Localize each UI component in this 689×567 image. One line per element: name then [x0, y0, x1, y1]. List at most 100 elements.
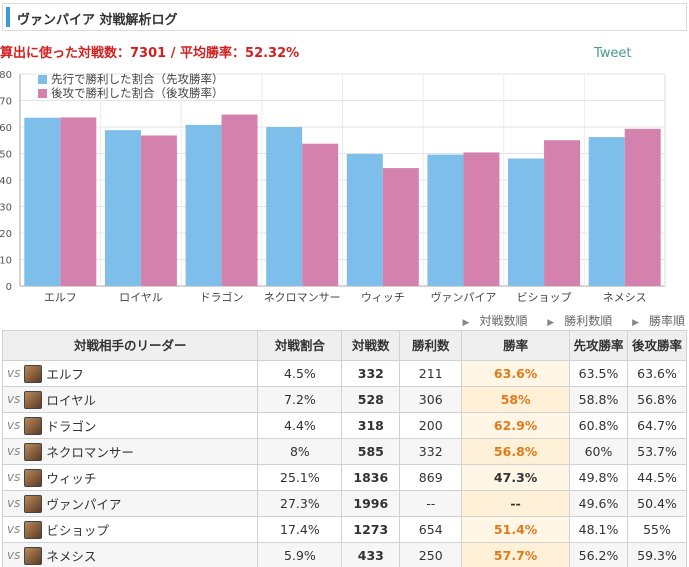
win-rate-chart: 0 10 20 30 40 50 60 70 80 エルフ ロイヤル ドラゴン ネクロマンサー ウィッチ ヴ…: [0, 64, 689, 310]
bar-first: [427, 154, 464, 286]
wins-cell: 200: [399, 412, 463, 439]
bar-first: [24, 117, 61, 286]
leader-name: ビショップ: [46, 523, 109, 538]
share-cell: 8%: [257, 438, 343, 465]
games-cell: 433: [341, 542, 401, 567]
sort-by-wins-link[interactable]: ▶ 勝利数順: [539, 314, 612, 328]
table-row: vs ロイヤル 7.2% 528 306 58% 58.8% 56.8%: [1, 386, 688, 413]
bar-first: [104, 130, 141, 286]
rate-value: 52.32%: [245, 46, 300, 61]
table-row: vs ウィッチ 25.1% 1836 869 47.3% 49.8% 44.5%: [1, 464, 688, 491]
y-tick-label: 20: [0, 229, 12, 240]
wins-cell: 306: [399, 386, 463, 413]
leader-name: ヴァンパイア: [46, 497, 122, 512]
leader-cell: vs ビショップ: [1, 516, 259, 543]
leader-cell: vs ヴァンパイア: [1, 490, 259, 517]
second-rate-cell: 64.7%: [626, 412, 688, 439]
leader-name: ネメシス: [46, 549, 97, 564]
share-cell: 25.1%: [257, 464, 343, 491]
col-leader[interactable]: 対戦相手のリーダー: [1, 330, 259, 361]
bar-second: [60, 117, 97, 287]
first-rate-cell: 58.8%: [569, 386, 628, 413]
vs-label: vs: [7, 418, 21, 432]
col-second-rate[interactable]: 後攻勝率: [626, 330, 688, 361]
col-first-rate[interactable]: 先攻勝率: [569, 330, 628, 361]
page-header: ヴァンパイア 対戦解析ログ: [2, 3, 687, 31]
wins-cell: 332: [399, 438, 463, 465]
col-rate[interactable]: 勝率: [461, 330, 571, 361]
x-tick-label: ドラゴン: [200, 290, 244, 304]
tweet-link[interactable]: Tweet: [594, 46, 632, 61]
first-rate-cell: 60.8%: [569, 412, 628, 439]
vs-label: vs: [7, 366, 21, 380]
second-rate-cell: 59.3%: [626, 542, 688, 567]
sort-arrow-icon: ▶: [632, 318, 639, 328]
sort-by-rate-link[interactable]: ▶ 勝率順: [624, 314, 685, 328]
leader-avatar: [24, 546, 43, 565]
bar-first: [346, 154, 383, 286]
leader-avatar: [24, 520, 43, 539]
legend-swatch: [38, 89, 47, 98]
share-cell: 17.4%: [257, 516, 343, 543]
rate-cell: 63.6%: [461, 360, 571, 387]
games-cell: 1996: [341, 490, 401, 517]
games-cell: 1273: [341, 516, 401, 543]
second-rate-cell: 63.6%: [626, 360, 688, 387]
rate-cell: 56.8%: [461, 438, 571, 465]
vs-label: vs: [7, 470, 21, 484]
vs-label: vs: [7, 392, 21, 406]
x-tick-label: エルフ: [44, 291, 77, 304]
y-tick-label: 50: [0, 150, 12, 161]
table-row: vs ヴァンパイア 27.3% 1996 -- -- 49.6% 50.4%: [1, 490, 688, 517]
wins-cell: 211: [399, 360, 463, 387]
leader-avatar: [24, 468, 43, 487]
bar-first: [508, 158, 545, 286]
sort-by-games-link[interactable]: ▶ 対戦数順: [455, 314, 528, 328]
y-tick-label: 70: [0, 97, 12, 108]
summary-line: 算出に使った対戦数：7301 / 平均勝率：52.32%: [0, 42, 299, 61]
wins-cell: 250: [399, 542, 463, 567]
share-cell: 27.3%: [257, 490, 343, 517]
table-row: vs ドラゴン 4.4% 318 200 62.9% 60.8% 64.7%: [1, 412, 688, 439]
bar-first: [266, 127, 303, 286]
chart-svg: 0 10 20 30 40 50 60 70 80 エルフ ロイヤル ドラゴン ネクロマンサー ウィッチ ヴ…: [0, 70, 666, 304]
leader-name: ドラゴン: [46, 419, 97, 434]
share-cell: 7.2%: [257, 386, 343, 413]
share-cell: 4.4%: [257, 412, 343, 439]
legend-swatch: [38, 75, 47, 84]
games-cell: 332: [341, 360, 401, 387]
second-rate-cell: 56.8%: [626, 386, 688, 413]
col-wins[interactable]: 勝利数: [399, 330, 463, 361]
first-rate-cell: 49.8%: [569, 464, 628, 491]
leader-cell: vs ドラゴン: [1, 412, 259, 439]
rate-cell: 57.7%: [461, 542, 571, 567]
second-rate-cell: 50.4%: [626, 490, 688, 517]
vs-label: vs: [7, 496, 21, 510]
leader-avatar: [24, 416, 43, 435]
leader-cell: vs ウィッチ: [1, 464, 259, 491]
x-tick-label: ネメシス: [603, 291, 647, 304]
games-value: 7301: [130, 46, 167, 61]
leader-name: ウィッチ: [46, 471, 97, 486]
col-share[interactable]: 対戦割合: [257, 330, 343, 361]
leader-avatar: [24, 390, 43, 409]
wins-cell: --: [399, 490, 463, 517]
first-rate-cell: 48.1%: [569, 516, 628, 543]
vs-label: vs: [7, 548, 21, 562]
header-accent-bar: [6, 7, 10, 27]
bar-second: [624, 128, 661, 286]
bar-second: [221, 114, 258, 286]
page-title: ヴァンパイア 対戦解析ログ: [17, 13, 178, 28]
matchup-table: 対戦相手のリーダー 対戦割合 対戦数 勝利数 勝率 先攻勝率 後攻勝率 vs エル…: [1, 330, 688, 567]
wins-cell: 869: [399, 464, 463, 491]
summary-separator: /: [166, 46, 181, 61]
first-rate-cell: 63.5%: [569, 360, 628, 387]
x-tick-label: ビショップ: [517, 291, 572, 304]
wins-cell: 654: [399, 516, 463, 543]
second-rate-cell: 55%: [626, 516, 688, 543]
sort-label: 勝率順: [648, 314, 685, 328]
leader-avatar: [24, 364, 43, 383]
x-tick-label: ネクロマンサー: [264, 291, 341, 304]
col-games[interactable]: 対戦数: [341, 330, 401, 361]
x-tick-label: ウィッチ: [361, 291, 405, 304]
